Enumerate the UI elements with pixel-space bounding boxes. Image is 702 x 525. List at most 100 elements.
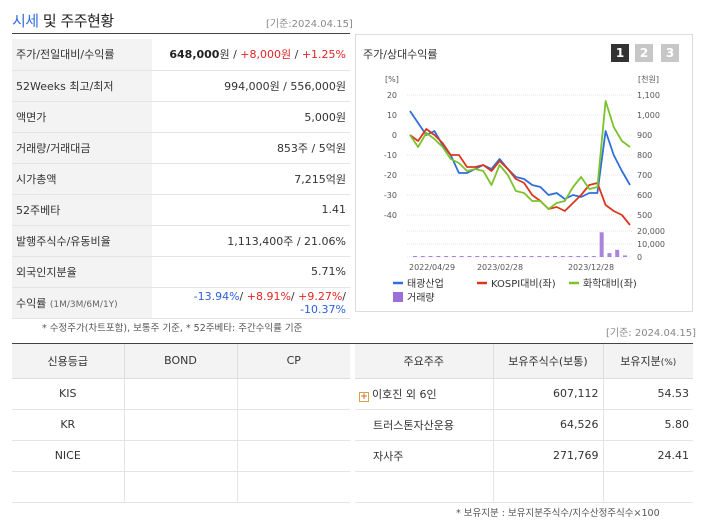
row-label: 수익률 (1M/3M/6M/1Y) [12,287,152,319]
volume-bar [514,256,519,257]
right-tick-label: 900 [637,131,652,140]
volume-bar [599,232,604,257]
table-row: KIS [12,378,350,410]
row-value: 853주 / 5억원 [152,132,350,164]
row-label: 주가/전일대비/수익률 [12,39,152,71]
section-title: 시세 및 주주현황 [12,10,114,31]
pct-cell: 54.53 [602,378,693,410]
chart-tab-2[interactable]: 2 [635,44,653,62]
base-date-2: [기준: 2024.04.15] [606,328,697,339]
row-label: 액면가 [12,101,152,133]
table-row: KR [12,409,350,441]
left-axis-label: [%] [385,75,399,84]
chart-tab-1[interactable]: 1 [611,44,629,62]
row-value: 5,000원 [152,101,350,133]
price-table: 주가/전일대비/수익률 648,000원 / +8,000원 / +1.25% … [12,39,350,319]
base-date: [기준:2024.04.15] [266,19,353,30]
return-1m: -13.94% [193,289,240,303]
right-tick-label: 500 [637,211,652,220]
table-row: 시가총액 7,215억원 [12,163,350,195]
price-rate: +1.25% [301,48,346,62]
left-tick-label: 20 [387,91,397,100]
stock-chart: [%] [천원] 20 10 0 -10 -20 -30 -40 1,100 1,000 900… [384,74,665,304]
row-value: 7,215억원 [152,163,350,195]
return-1y: -10.37% [300,302,346,316]
volume-bars [413,232,627,257]
volume-bar [623,255,627,257]
right-tick-label: 1,000 [637,111,660,120]
cp-cell [236,471,350,503]
section-divider [12,343,693,344]
agency-cell [12,471,124,503]
table-row [355,471,693,503]
volume-bar [459,256,464,257]
bond-cell [123,378,237,410]
row-value: 1.41 [152,194,350,226]
legend-label: KOSPI대비(좌) [491,278,556,290]
cp-cell [236,440,350,472]
chart-panel [355,34,693,312]
series-line [409,100,631,210]
right-axis-ticks: 1,100 1,000 900 800 700 600 500 [637,91,660,220]
volume-bar [521,256,526,257]
shareholder-table: 주요주주 보유주식수(보통) 보유지분(%) + 이호진 외 6인 607,112… [355,344,693,503]
x-tick-label: 2023/12/28 [568,263,614,272]
return-period-label: (1M/3M/6M/1Y) [49,299,118,310]
table-row: 거래량/거래대금 853주 / 5억원 [12,132,350,164]
holder-name: 자사주 [355,440,493,472]
table-row [12,471,350,503]
right-tick-label: 1,100 [637,91,660,100]
pct-header-unit: (%) [660,357,677,368]
table-header-row: 주요주주 보유주식수(보통) 보유지분(%) [355,344,693,379]
legend-label: 태광산업 [407,277,444,290]
volume-bar [451,256,456,257]
x-tick-label: 2022/04/29 [409,263,455,272]
bond-cell [123,409,237,441]
volume-bar [436,256,441,257]
table-row: 외국인지분율 5.71% [12,256,350,288]
agency-cell: NICE [12,440,124,472]
table-row: 발행주식수/유동비율 1,113,400주 / 21.06% [12,225,350,257]
volume-bar [545,256,550,257]
column-header: CP [236,344,350,379]
row-label: 52주베타 [12,194,152,226]
volume-axis-ticks: 20,000 10,000 0 [637,227,665,262]
agency-cell: KIS [12,378,124,410]
pct-cell: 24.41 [602,440,693,472]
return-3m: +8.91% [246,289,291,303]
column-header: 주요주주 [355,344,493,379]
footnote: * 수정주가(차트포함), 보통주 기준, * 52주베타: 주간수익률 기준 [42,323,303,334]
title-accent: 시세 [12,12,39,30]
table-row: NICE [12,440,350,472]
table-row: 52Weeks 최고/최저 994,000원 / 556,000원 [12,70,350,102]
holder-name: 트러스톤자산운용 [355,409,493,441]
chart-grid [407,94,633,258]
current-price: 648,000 [169,48,220,62]
volume-bar [615,249,620,257]
column-header: 보유지분(%) [602,344,693,379]
credit-rating-table: 신용등급 BOND CP KIS KR NICE [12,344,350,503]
table-row: 트러스톤자산운용 64,526 5.80 [355,409,693,441]
volume-bar [483,256,487,257]
shares-cell: 64,526 [492,409,603,441]
column-header: 신용등급 [12,344,124,379]
row-label: 외국인지분율 [12,256,152,288]
chart-tab-3[interactable]: 3 [661,44,679,62]
table-row: 주가/전일대비/수익률 648,000원 / +8,000원 / +1.25% [12,39,350,71]
series-line [409,128,631,226]
price-unit: 원 [219,48,230,62]
volume-bar [591,256,596,257]
right-tick-label: 700 [637,171,652,180]
chart-title: 주가/상대수익률 [363,48,438,61]
row-value: 994,000원 / 556,000원 [152,70,350,102]
volume-bar [576,256,581,257]
left-tick-label: -40 [384,211,397,220]
price-change: +8,000원 [240,48,292,62]
return-label: 수익률 [16,296,47,310]
volume-tick-label: 10,000 [637,240,665,249]
holder-name-cell: + 이호진 외 6인 [355,378,493,410]
expand-plus-icon[interactable]: + [359,391,369,402]
table-row: 52주베타 1.41 [12,194,350,226]
row-value: 1,113,400주 / 21.06% [152,225,350,257]
volume-bar [475,256,480,257]
